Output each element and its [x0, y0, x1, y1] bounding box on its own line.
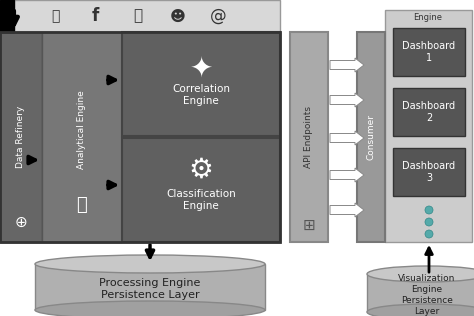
Bar: [0, 32, 280, 242]
Text: Consumer: Consumer: [366, 114, 375, 160]
Circle shape: [425, 230, 433, 238]
Bar: [0, 0, 280, 32]
Bar: [0, 32, 42, 242]
Text: ⚙: ⚙: [189, 156, 213, 184]
FancyArrow shape: [330, 203, 364, 217]
Text: 🚂: 🚂: [77, 196, 87, 214]
Circle shape: [425, 206, 433, 214]
Text: API Endpoints: API Endpoints: [304, 106, 313, 168]
Text: ⊞: ⊞: [302, 217, 315, 233]
FancyArrow shape: [330, 168, 364, 182]
Text: Correlation
Engine: Correlation Engine: [172, 84, 230, 106]
Bar: [35, 264, 265, 310]
Text: Engine: Engine: [413, 14, 443, 22]
Text: Visualization
Engine
Persistence
Layer: Visualization Engine Persistence Layer: [398, 274, 456, 316]
Text: f: f: [91, 7, 99, 25]
Text: ✦: ✦: [190, 54, 213, 82]
Bar: [42, 32, 122, 242]
Text: @: @: [210, 7, 226, 25]
Text: 🐦: 🐦: [51, 9, 59, 23]
Text: ☻: ☻: [170, 9, 186, 23]
Text: ⓘ: ⓘ: [134, 9, 143, 23]
Ellipse shape: [367, 266, 474, 282]
Ellipse shape: [35, 301, 265, 316]
FancyArrow shape: [330, 58, 364, 72]
Text: Analytical Engine: Analytical Engine: [78, 91, 86, 169]
Text: Dashboard
3: Dashboard 3: [402, 161, 456, 183]
Bar: [290, 32, 328, 242]
Bar: [393, 148, 465, 196]
Bar: [385, 10, 472, 242]
Bar: [122, 32, 280, 136]
Bar: [367, 274, 474, 312]
Bar: [0, 0, 14, 32]
Text: Data Refinery: Data Refinery: [17, 106, 26, 168]
Ellipse shape: [367, 304, 474, 316]
Text: Processing Engine
Persistence Layer: Processing Engine Persistence Layer: [100, 278, 201, 300]
Bar: [0, 32, 280, 242]
Bar: [122, 138, 280, 242]
Text: Dashboard
1: Dashboard 1: [402, 41, 456, 63]
FancyArrow shape: [330, 93, 364, 107]
Text: Dashboard
2: Dashboard 2: [402, 101, 456, 123]
Ellipse shape: [35, 255, 265, 273]
Bar: [393, 88, 465, 136]
FancyArrow shape: [330, 131, 364, 145]
Bar: [393, 28, 465, 76]
Text: Classification
Engine: Classification Engine: [166, 189, 236, 211]
Bar: [357, 32, 385, 242]
Text: ⊕: ⊕: [15, 215, 27, 229]
Circle shape: [425, 218, 433, 226]
